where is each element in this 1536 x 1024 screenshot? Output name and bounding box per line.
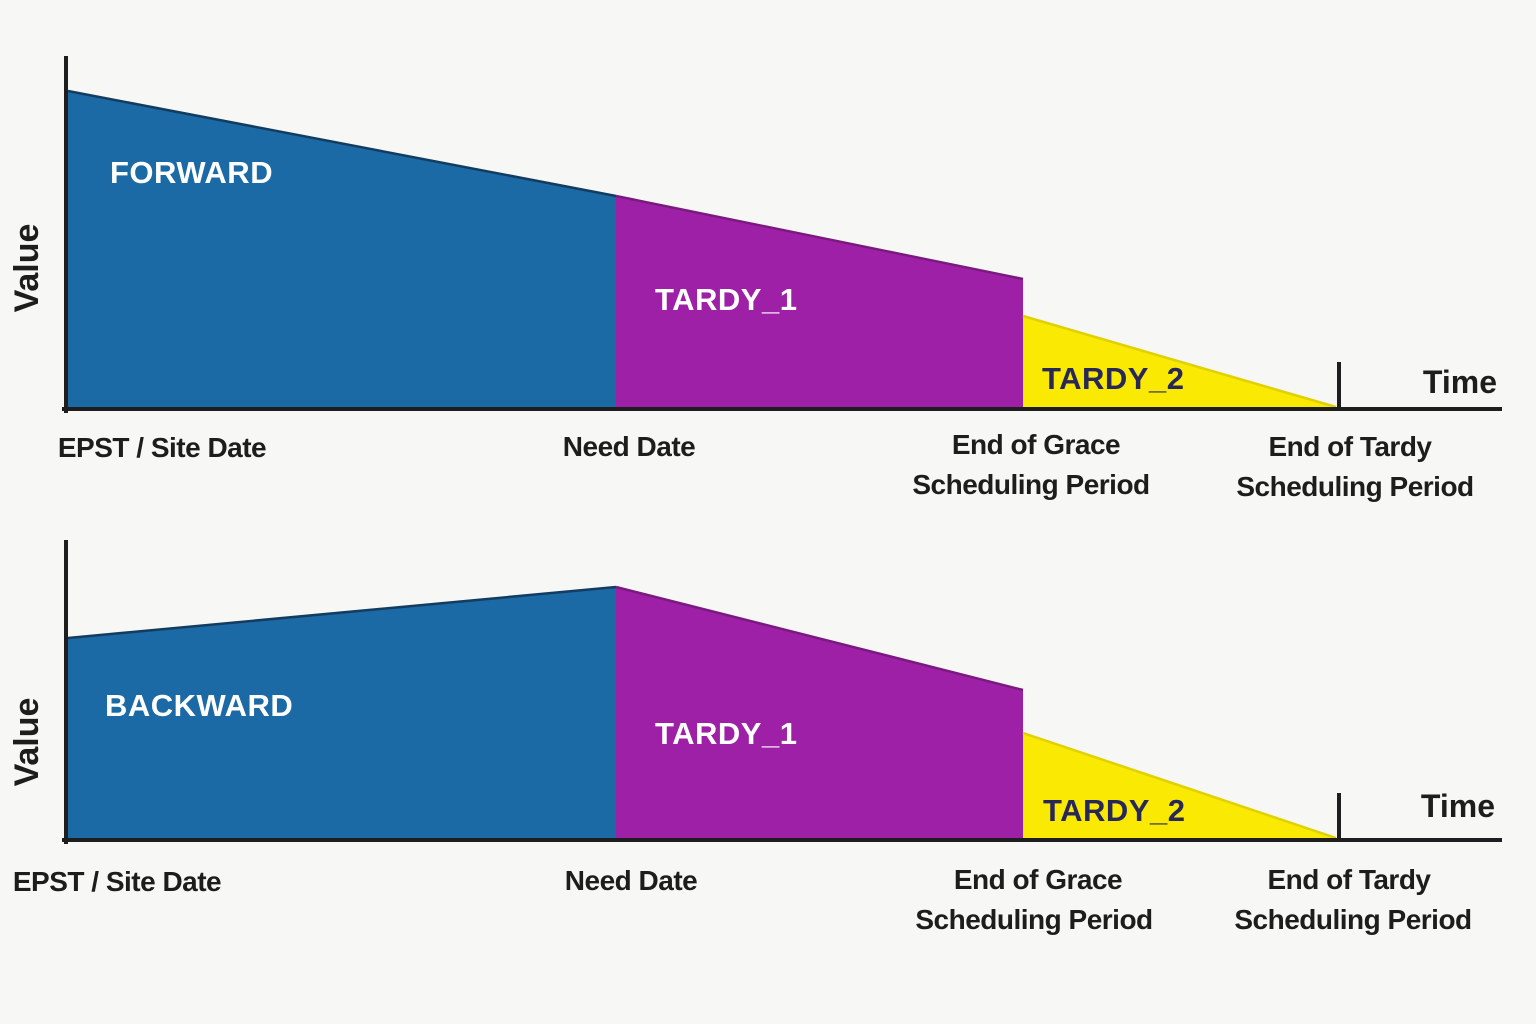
backward-xlabel-epst-site-date: EPST / Site Date bbox=[13, 866, 221, 897]
backward-xlabel-end-of-tardy-line2: Scheduling Period bbox=[1234, 904, 1471, 935]
forward-xlabel-end-of-grace-line1: End of Grace bbox=[952, 429, 1120, 460]
forward-area bbox=[68, 91, 616, 409]
forward-region-label: FORWARD bbox=[110, 155, 273, 190]
backward-value-axis-label: Value bbox=[8, 698, 46, 787]
backward-tardy2-top-edge bbox=[1022, 731, 1337, 840]
backward-xlabel-end-of-grace-line1: End of Grace bbox=[954, 864, 1122, 895]
forward-xlabel-end-of-tardy-line2: Scheduling Period bbox=[1236, 471, 1473, 502]
forward-tardy2-top-edge bbox=[1022, 314, 1337, 409]
backward-chart: Value Time BACKWARD TARDY_1 TARDY_2 EPST… bbox=[8, 540, 1502, 935]
backward-xlabel-end-of-tardy-line1: End of Tardy bbox=[1267, 864, 1431, 895]
backward-tardy1-label: TARDY_1 bbox=[655, 716, 797, 751]
backward-time-axis-label: Time bbox=[1421, 788, 1495, 824]
forward-xlabel-need-date: Need Date bbox=[563, 431, 695, 462]
backward-xlabel-end-of-grace-line2: Scheduling Period bbox=[915, 904, 1152, 935]
backward-tardy1-area bbox=[616, 587, 1023, 840]
backward-area-top-edge bbox=[67, 585, 617, 640]
forward-tardy1-area bbox=[616, 196, 1023, 409]
forward-xlabel-end-of-tardy-line1: End of Tardy bbox=[1268, 431, 1432, 462]
forward-tardy2-label: TARDY_2 bbox=[1042, 361, 1184, 396]
backward-region-label: BACKWARD bbox=[105, 688, 293, 723]
forward-xlabel-epst-site-date: EPST / Site Date bbox=[58, 432, 266, 463]
backward-tardy2-label: TARDY_2 bbox=[1043, 793, 1185, 828]
forward-chart: Value Time FORWARD TARDY_1 TARDY_2 EPST … bbox=[8, 56, 1502, 502]
backward-xlabel-need-date: Need Date bbox=[565, 865, 697, 896]
forward-xlabel-end-of-grace-line2: Scheduling Period bbox=[912, 469, 1149, 500]
forward-time-axis-label: Time bbox=[1423, 364, 1497, 400]
backward-area bbox=[68, 587, 616, 840]
forward-tardy1-label: TARDY_1 bbox=[655, 282, 797, 317]
backward-tardy1-top-edge bbox=[615, 585, 1024, 692]
forward-value-axis-label: Value bbox=[8, 224, 46, 313]
forward-tardy1-top-edge bbox=[615, 194, 1024, 281]
forward-area-top-edge bbox=[67, 89, 617, 198]
